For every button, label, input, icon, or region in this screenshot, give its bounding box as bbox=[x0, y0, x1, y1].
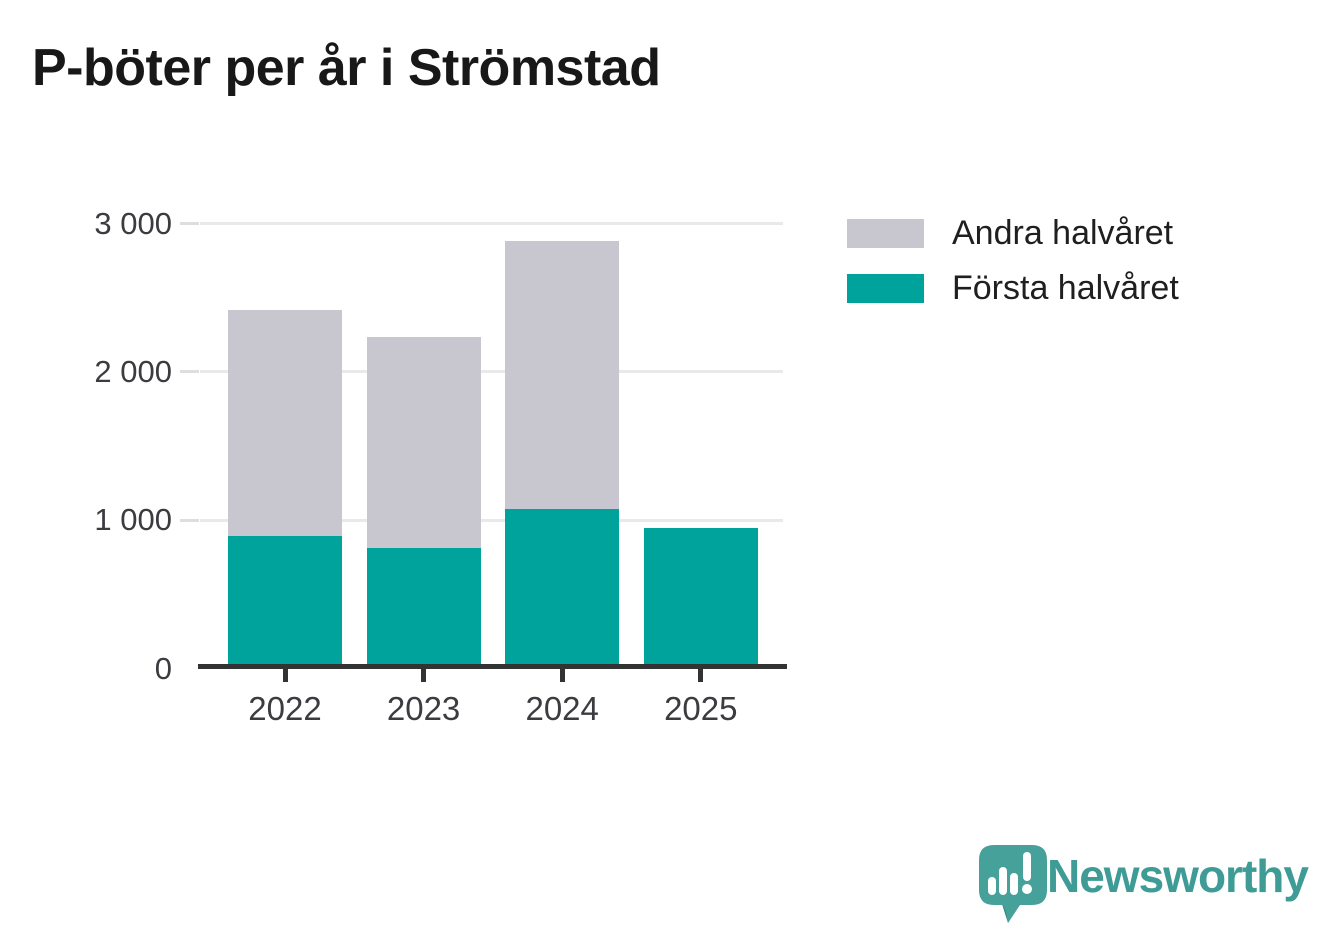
bar-segment-forsta-2024 bbox=[505, 509, 620, 669]
x-axis-label: 2024 bbox=[525, 690, 599, 727]
bar-segment-forsta-2022 bbox=[228, 535, 342, 669]
x-axis-label: 2022 bbox=[248, 690, 322, 727]
y-axis-tick bbox=[180, 370, 199, 374]
x-axis-tick bbox=[282, 669, 288, 682]
bar-segment-andra-2023 bbox=[366, 336, 481, 549]
legend-swatch bbox=[847, 219, 924, 248]
x-axis-line bbox=[198, 664, 787, 669]
legend-label: Andra halvåret bbox=[952, 214, 1174, 252]
brand-name: Newsworthy bbox=[1047, 850, 1309, 902]
chart-title: P-böter per år i Strömstad bbox=[32, 39, 661, 97]
x-axis-label: 2023 bbox=[386, 690, 461, 727]
y-axis-label: 0 bbox=[154, 650, 172, 686]
x-axis-tick bbox=[559, 669, 565, 682]
bar-segment-forsta-2023 bbox=[366, 548, 481, 669]
bar-segment-andra-2022 bbox=[228, 310, 342, 536]
y-axis-label: 2 000 bbox=[94, 353, 172, 389]
x-axis-tick bbox=[698, 669, 704, 682]
legend-label: Första halvåret bbox=[952, 269, 1179, 307]
x-axis-label: 2025 bbox=[664, 690, 738, 727]
bar-segment-andra-2024 bbox=[505, 240, 620, 510]
brand-footer: Newsworthy bbox=[977, 843, 1309, 927]
y-gridline bbox=[200, 370, 783, 374]
newsworthy-logo-icon bbox=[977, 843, 1049, 932]
legend-swatch bbox=[847, 274, 924, 303]
y-axis-tick bbox=[180, 518, 199, 522]
y-axis-label: 1 000 bbox=[94, 502, 172, 538]
y-gridline bbox=[200, 222, 783, 225]
y-gridline bbox=[200, 518, 783, 522]
y-axis-tick bbox=[180, 222, 199, 225]
y-axis-label: 3 000 bbox=[94, 205, 172, 241]
x-axis-tick bbox=[421, 669, 427, 682]
bar-segment-forsta-2025 bbox=[643, 527, 758, 669]
